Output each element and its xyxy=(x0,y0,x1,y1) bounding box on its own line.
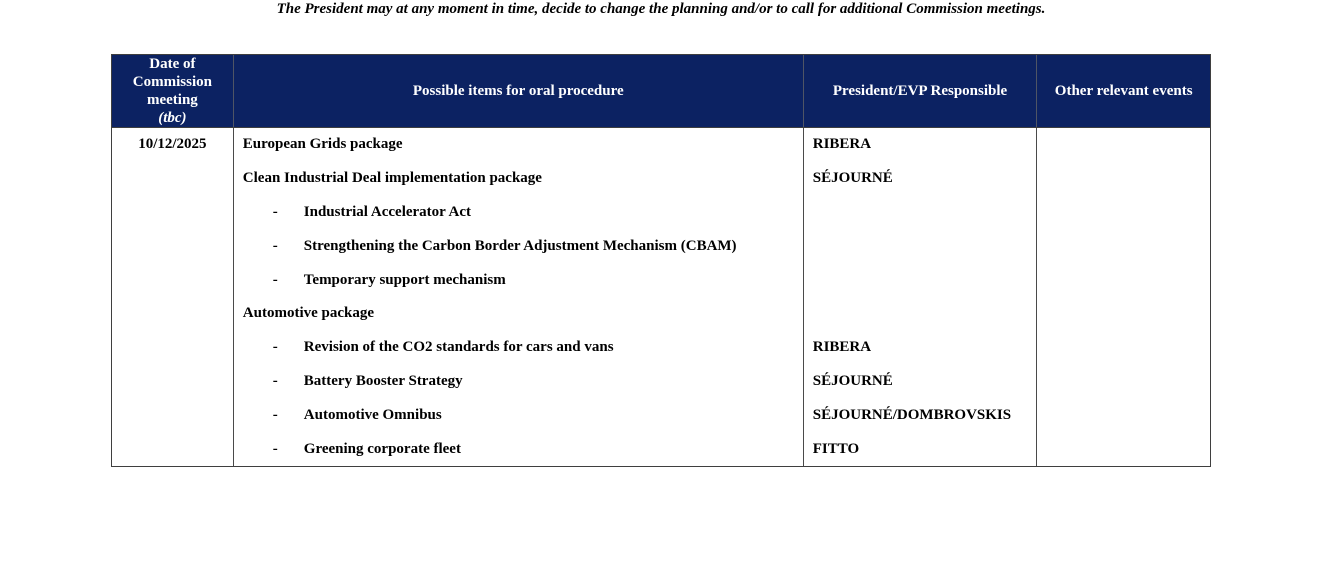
responsible-cell: RIBERA SÉJOURNÉ RIBERA SÉJOURNÉ SÉJOURNÉ/DOM… xyxy=(804,128,1038,466)
items-cell: European Grids package Clean Industrial D… xyxy=(234,128,804,466)
bullet-dash: - xyxy=(272,203,278,220)
agenda-item: - Automotive Omnibus xyxy=(234,398,803,432)
agenda-item-label: Revision of the CO2 standards for cars a… xyxy=(303,339,614,356)
disclaimer-text: The President may at any moment in time,… xyxy=(276,1,1046,17)
agenda-item-label: Strengthening the Carbon Border Adjustme… xyxy=(303,237,737,254)
agenda-item: - Revision of the CO2 standards for cars … xyxy=(234,331,803,365)
other-events-cell xyxy=(1037,128,1210,466)
responsible-name xyxy=(804,297,1037,331)
agenda-item: Automotive package xyxy=(234,297,803,331)
header-date-of-meeting: Date of Commission meeting (tbc) xyxy=(112,55,234,127)
responsible-name: SÉJOURNÉ xyxy=(812,170,893,187)
header-oral-procedure-items: Possible items for oral procedure xyxy=(234,55,804,127)
agenda-item-label: Battery Booster Strategy xyxy=(303,372,463,389)
agenda-item: - Temporary support mechanism xyxy=(234,263,803,297)
header-other-events-label: Other relevant events xyxy=(1054,83,1193,99)
agenda-item-label: European Grids package xyxy=(242,136,403,153)
responsible-name: RIBERA xyxy=(812,339,872,356)
commission-meeting-table: Date of Commission meeting (tbc) Possibl… xyxy=(111,54,1211,467)
agenda-item: - Industrial Accelerator Act xyxy=(234,196,803,230)
agenda-item: Clean Industrial Deal implementation pac… xyxy=(234,162,803,196)
responsible-name: FITTO xyxy=(812,440,860,457)
responsible-name: SÉJOURNÉ xyxy=(812,372,893,389)
agenda-item-label: Temporary support mechanism xyxy=(303,271,506,288)
agenda-item: European Grids package xyxy=(234,128,803,162)
bullet-dash: - xyxy=(272,372,278,389)
table-body-row: 10/12/2025 European Grids package Clean I… xyxy=(112,127,1210,466)
agenda-item-label: Clean Industrial Deal implementation pac… xyxy=(242,170,542,187)
bullet-dash: - xyxy=(272,406,278,423)
responsible-name xyxy=(804,263,1037,297)
agenda-item: - Greening corporate fleet xyxy=(234,432,803,466)
responsible-name xyxy=(804,196,1037,230)
header-date-tbc-label: (tbc) xyxy=(158,110,187,126)
header-date-label: Date of Commission meeting xyxy=(132,56,212,108)
agenda-item-label: Automotive package xyxy=(242,305,375,322)
responsible-name: SÉJOURNÉ/DOMBROVSKIS xyxy=(812,406,1012,423)
bullet-dash: - xyxy=(272,237,278,254)
responsible-name xyxy=(804,229,1037,263)
date-cell: 10/12/2025 xyxy=(112,128,234,466)
header-other-relevant-events: Other relevant events xyxy=(1037,55,1210,127)
agenda-item-label: Industrial Accelerator Act xyxy=(303,203,471,220)
agenda-item: - Strengthening the Carbon Border Adjustm… xyxy=(234,229,803,263)
bullet-dash: - xyxy=(272,271,278,288)
header-president-evp-responsible: President/EVP Responsible xyxy=(804,55,1038,127)
header-responsible-label: President/EVP Responsible xyxy=(832,83,1008,99)
agenda-item-label: Automotive Omnibus xyxy=(303,406,442,423)
table-header-row: Date of Commission meeting (tbc) Possibl… xyxy=(112,55,1210,127)
meeting-date: 10/12/2025 xyxy=(138,136,207,153)
bullet-dash: - xyxy=(272,339,278,356)
bullet-dash: - xyxy=(272,440,278,457)
agenda-item: - Battery Booster Strategy xyxy=(234,365,803,399)
agenda-item-label: Greening corporate fleet xyxy=(303,440,461,457)
responsible-name: RIBERA xyxy=(812,136,872,153)
header-items-label: Possible items for oral procedure xyxy=(412,83,624,99)
